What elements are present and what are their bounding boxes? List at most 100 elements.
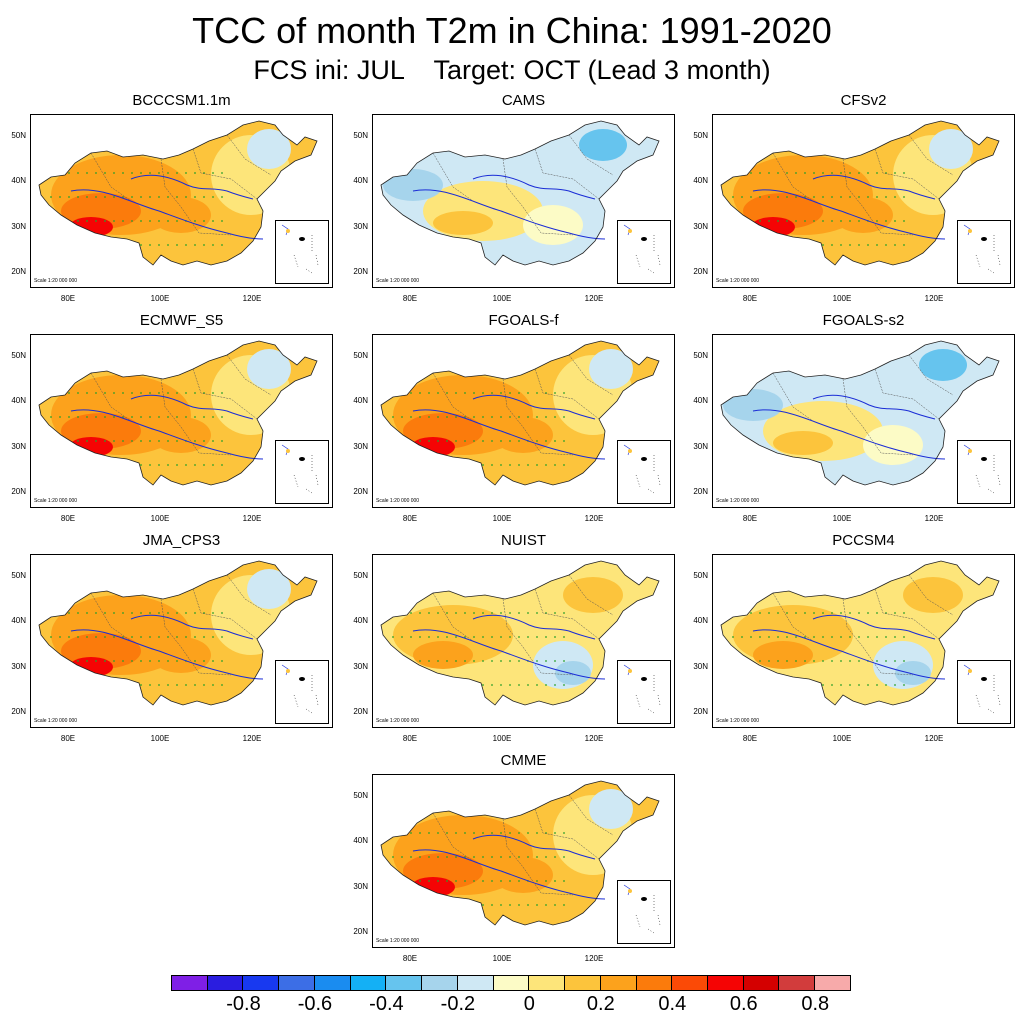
significance-dot — [509, 832, 511, 834]
significance-dot — [86, 660, 88, 662]
significance-dot — [401, 636, 403, 638]
latitude-label: 20N — [353, 267, 368, 276]
tcc-region — [493, 857, 553, 893]
significance-dot — [741, 660, 743, 662]
significance-dot — [509, 856, 511, 858]
significance-dot — [509, 636, 511, 638]
significance-dot — [500, 612, 502, 614]
longitude-label: 100E — [150, 294, 170, 303]
significance-dot — [167, 440, 169, 442]
province-border — [772, 152, 814, 202]
significance-dot — [473, 636, 475, 638]
tcc-region — [523, 205, 583, 245]
province-border — [432, 812, 474, 862]
tcc-region — [895, 661, 931, 685]
significance-dot — [482, 880, 484, 882]
significance-dot — [212, 464, 214, 466]
significance-dot — [509, 392, 511, 394]
significance-dot — [518, 660, 520, 662]
significance-dot — [95, 464, 97, 466]
significance-dot — [113, 636, 115, 638]
significance-dot — [867, 196, 869, 198]
scale-label: Scale 1:20 000 000 — [376, 938, 420, 944]
longitude-label: 100E — [150, 734, 170, 743]
significance-dot — [822, 684, 824, 686]
significance-dot — [158, 196, 160, 198]
significance-dot — [149, 392, 151, 394]
significance-dot — [131, 220, 133, 222]
significance-dot — [131, 612, 133, 614]
significance-dot — [167, 244, 169, 246]
colorbar-box — [707, 975, 744, 991]
significance-dot — [212, 636, 214, 638]
significance-dot — [68, 172, 70, 174]
significance-dot — [59, 392, 61, 394]
significance-dot — [840, 220, 842, 222]
significance-dot — [732, 172, 734, 174]
significance-dot — [185, 416, 187, 418]
significance-dot — [122, 172, 124, 174]
province-border — [192, 148, 258, 200]
significance-dot — [113, 196, 115, 198]
significance-dot — [419, 440, 421, 442]
longitude-label: 120E — [242, 294, 262, 303]
significance-dot — [68, 244, 70, 246]
latitude-label: 30N — [11, 222, 26, 231]
significance-dot — [122, 464, 124, 466]
significance-dot — [176, 172, 178, 174]
significance-dot — [86, 464, 88, 466]
significance-dot — [500, 660, 502, 662]
significance-dot — [176, 612, 178, 614]
panel-title: FGOALS-s2 — [822, 312, 905, 329]
latitude-label: 30N — [11, 662, 26, 671]
colorbar-box — [528, 975, 566, 991]
significance-dot — [437, 636, 439, 638]
china-map — [380, 340, 660, 486]
significance-dot — [194, 636, 196, 638]
tcc-region — [383, 169, 443, 201]
significance-dot — [95, 220, 97, 222]
significance-dot — [185, 612, 187, 614]
significance-dot — [167, 612, 169, 614]
province-border — [568, 134, 614, 176]
significance-dot — [840, 636, 842, 638]
significance-dot — [482, 904, 484, 906]
significance-dot — [473, 684, 475, 686]
map-panel: FGOALS-s2 Scale 1:20 000 000 50N 40N 30N 20N 8… — [682, 312, 1022, 530]
significance-dot — [455, 904, 457, 906]
colorbar-label: 0.4 — [658, 993, 687, 1015]
colorbar-box — [814, 975, 851, 991]
significance-dot — [86, 684, 88, 686]
significance-dot — [149, 464, 151, 466]
tcc-region — [433, 211, 493, 235]
significance-dot — [158, 636, 160, 638]
river-line — [752, 189, 946, 240]
significance-dot — [185, 244, 187, 246]
significance-dot — [50, 172, 52, 174]
significance-dot — [140, 684, 142, 686]
significance-dot — [536, 684, 538, 686]
significance-dot — [786, 220, 788, 222]
significance-dot — [536, 416, 538, 418]
significance-dot — [554, 880, 556, 882]
significance-dot — [786, 244, 788, 246]
significance-dot — [122, 244, 124, 246]
significance-dot — [849, 196, 851, 198]
significance-dot — [122, 416, 124, 418]
significance-dot — [464, 464, 466, 466]
country-outline — [720, 340, 1000, 486]
significance-dot — [428, 684, 430, 686]
significance-dot — [50, 392, 52, 394]
significance-dot — [554, 684, 556, 686]
significance-dot — [392, 832, 394, 834]
significance-dot — [473, 904, 475, 906]
colorbar-label: -0.4 — [369, 993, 404, 1015]
significance-dot — [149, 196, 151, 198]
significance-dot — [500, 392, 502, 394]
significance-dot — [167, 196, 169, 198]
significance-dot — [392, 464, 394, 466]
significance-dot — [491, 612, 493, 614]
province-border — [568, 354, 614, 396]
significance-dot — [795, 636, 797, 638]
significance-dot — [464, 832, 466, 834]
